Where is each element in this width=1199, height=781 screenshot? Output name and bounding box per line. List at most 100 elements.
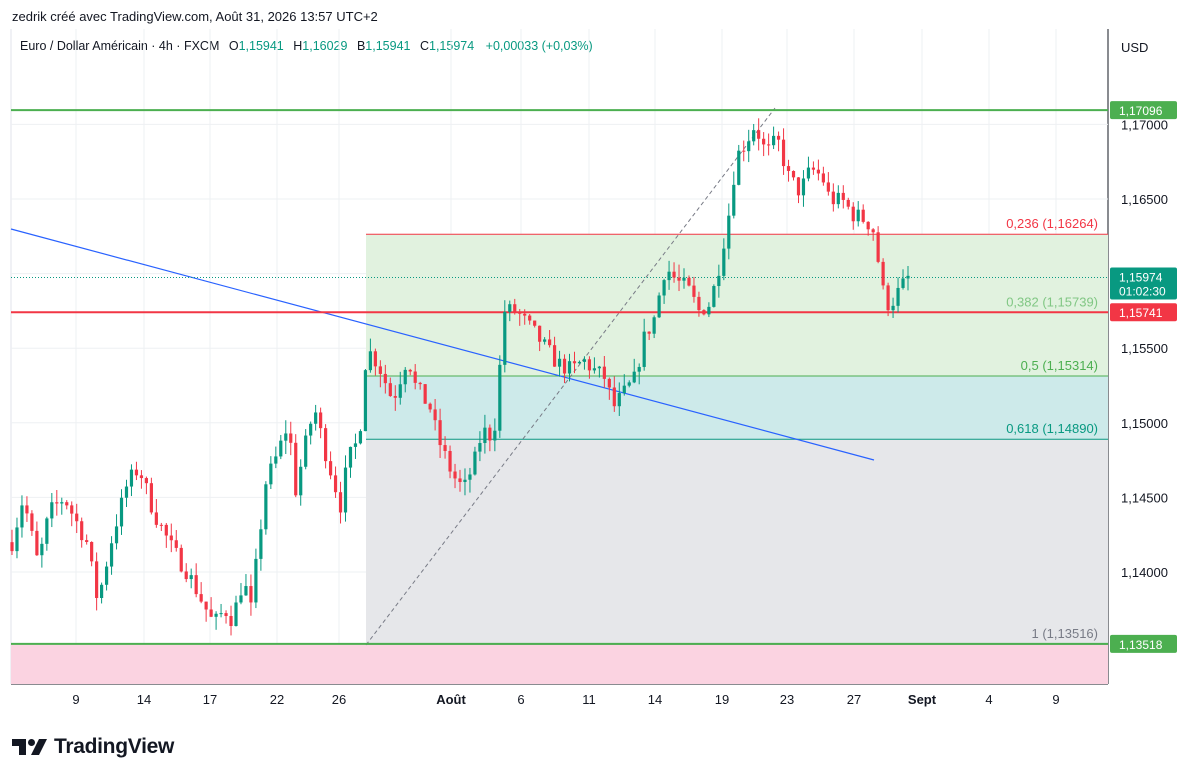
candle-body [75,513,79,522]
candle-body [767,144,771,146]
candle-body [717,275,721,287]
candle-body [528,315,532,321]
candle-body [543,339,547,342]
candle-body [851,206,855,222]
candle-body [538,325,542,342]
x-axis-tick-label: 26 [332,692,346,707]
candle-body [582,359,587,362]
trend-line [10,228,875,461]
candle-body [557,358,562,367]
candle-body [35,530,39,556]
y-axis-tick-label: 1,14500 [1121,490,1168,505]
candle-body [682,277,686,281]
candle-body [184,571,188,580]
candle-body [727,215,731,249]
x-axis-tick-label: 22 [270,692,284,707]
candle-body [662,280,666,296]
candle-body [264,484,268,530]
symbol-header: Euro / Dollar Américain · 4h · FXCM O1,1… [20,39,593,53]
candle-body [622,385,626,394]
candle-body [577,361,582,364]
candle-body [473,451,477,475]
candle-body [169,535,173,541]
candle-body [781,139,786,167]
candle-body [324,428,328,462]
candle-body [732,184,736,216]
candle-body [438,420,442,446]
candle-body [468,474,472,480]
x-axis-tick-label: 23 [780,692,794,707]
candle-body [612,387,616,407]
candle-body [856,209,860,222]
fib-level-label: 0,382 (1,15739) [1006,295,1098,310]
candle-body [309,423,313,436]
candle-body [20,505,24,528]
candle-body [806,167,811,179]
candle-body [224,613,228,617]
candle-body [353,443,358,447]
candle-body [597,366,601,369]
open-label: O [228,39,239,53]
candle-body [602,366,606,379]
candle-body [244,586,248,596]
candle-body [552,345,557,367]
candle-body [433,409,437,421]
candle-body [90,542,94,562]
candle-body [338,492,343,513]
price-tag-countdown: 01:02:30 [1119,284,1166,298]
candle-body [866,221,870,230]
candle-body [149,483,153,513]
candle-body [831,191,835,205]
attribution-text: zedrik créé avec TradingView.com, Août 3… [12,9,378,24]
candle-body [60,502,64,504]
candle-body [722,248,726,276]
candle-body [463,479,467,483]
candle-body [239,595,243,603]
candle-body [50,502,54,519]
candle-body [776,135,781,140]
candle-body [30,513,34,531]
fib-level-label: 0,236 (1,16264) [1006,216,1098,231]
candle-body [144,478,148,484]
candle-body [274,456,278,464]
fib-level-label: 1 (1,13516) [1032,626,1099,641]
candle-body [129,469,134,487]
y-axis-tick-label: 1,15000 [1121,416,1168,431]
candle-body [548,339,552,346]
price-tag-label: 1,15741 [1119,306,1163,320]
candle-body [642,331,646,367]
candle-body [567,361,572,374]
candle-body [523,313,527,316]
candle-body [876,232,880,262]
candle-body [209,609,213,617]
y-axis-tick-label: 1,16500 [1121,192,1168,207]
candle-body [816,169,820,174]
close-value: 1,15974 [429,39,475,53]
x-axis-tick-label: 14 [648,692,662,707]
candle-body [508,304,512,312]
candle-body [513,304,517,313]
brand-name: TradingView [54,735,175,758]
candle-body [752,130,756,142]
candle-body [179,547,183,572]
candles [10,118,910,636]
candle-body [846,199,850,207]
candle-body [383,373,387,384]
tradingview-logo-icon [12,739,47,755]
candle-body [104,566,109,585]
candle-body [134,469,139,476]
price-tag-bg [1110,303,1177,322]
currency-selector[interactable]: USD [1121,40,1149,55]
candle-body [109,543,114,567]
candle-body [114,526,119,544]
fib-zone-below [11,644,1108,684]
y-axis-tick-label: 1,15500 [1121,341,1168,356]
candle-body [299,466,303,496]
low-label: B [356,39,366,53]
candle-body [677,277,681,281]
candle-body [343,467,348,513]
candle-body [279,440,283,457]
candle-body [373,351,377,367]
candle-body [801,178,806,196]
